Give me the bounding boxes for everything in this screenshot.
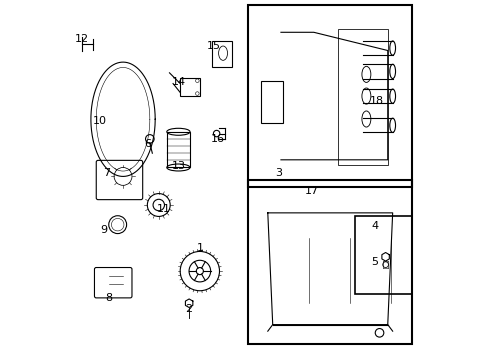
Text: 1: 1: [196, 243, 203, 253]
Text: 6: 6: [144, 139, 151, 149]
Bar: [166, 132, 190, 167]
Text: 17: 17: [305, 186, 319, 196]
Bar: [261, 81, 282, 123]
Bar: [247, 180, 411, 344]
Text: 2: 2: [185, 303, 192, 314]
Text: 13: 13: [171, 161, 185, 171]
Text: 3: 3: [274, 168, 282, 178]
Text: 7: 7: [103, 168, 110, 178]
Bar: [180, 78, 200, 96]
Text: 15: 15: [207, 41, 221, 51]
Text: 12: 12: [75, 34, 89, 44]
Bar: [247, 5, 411, 187]
Bar: [354, 216, 411, 294]
Bar: [338, 29, 387, 165]
Text: 11: 11: [157, 203, 171, 213]
Text: 18: 18: [369, 96, 383, 107]
Text: 16: 16: [210, 134, 224, 144]
Text: 14: 14: [171, 77, 185, 87]
Text: 10: 10: [93, 116, 106, 126]
Text: 5: 5: [370, 257, 378, 267]
Text: 9: 9: [100, 225, 107, 235]
Text: 4: 4: [370, 221, 378, 231]
Text: 8: 8: [105, 293, 112, 303]
Bar: [212, 41, 231, 67]
